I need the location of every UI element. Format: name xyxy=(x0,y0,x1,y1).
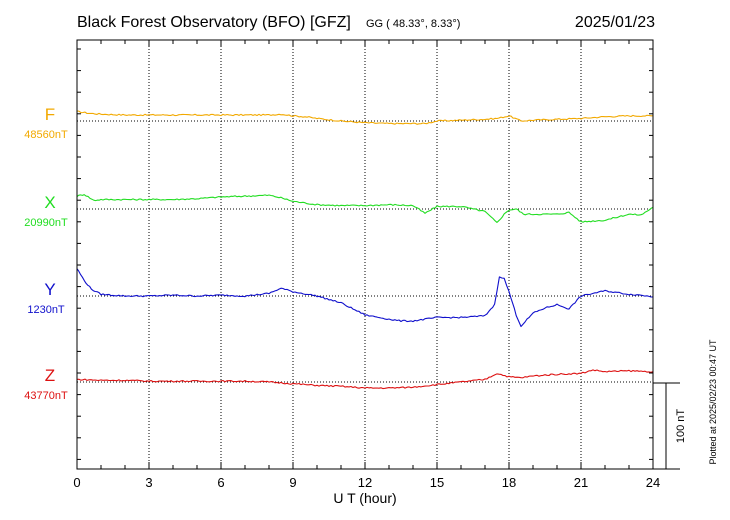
x-tick-label: 24 xyxy=(646,475,660,490)
x-tick-labels: 0 3 6 9 12 15 18 21 24 xyxy=(73,475,660,490)
series-baseline-x: 20990nT xyxy=(24,217,68,229)
x-tick-label: 6 xyxy=(217,475,224,490)
x-tick-label: 3 xyxy=(145,475,152,490)
axis-ticks xyxy=(76,40,654,469)
series-line-z xyxy=(77,369,654,390)
x-tick-label: 0 xyxy=(73,475,80,490)
vertical-gridlines xyxy=(148,40,582,469)
x-tick-label: 15 xyxy=(430,475,444,490)
series-labels: F 48560nT X 20990nT Y 1230nT Z 43770nT xyxy=(24,105,68,402)
x-tick-label: 21 xyxy=(574,475,588,490)
x-tick-label: 18 xyxy=(502,475,516,490)
series-name-x: X xyxy=(44,193,55,212)
series-line-f xyxy=(76,110,653,125)
chart-date: 2025/01/23 xyxy=(575,14,655,31)
plotted-timestamp: Plotted at 2025/02/23 00:47 UT xyxy=(708,339,718,465)
x-tick-label: 12 xyxy=(358,475,372,490)
scale-bar-label: 100 nT xyxy=(675,409,687,444)
series-name-z: Z xyxy=(45,366,55,385)
series-lines xyxy=(76,110,654,390)
station-coordinates: GG ( 48.33°, 8.33°) xyxy=(366,18,460,30)
x-tick-label: 9 xyxy=(289,475,296,490)
series-line-y xyxy=(76,268,654,328)
series-name-y: Y xyxy=(44,280,55,299)
series-name-f: F xyxy=(45,105,55,124)
scale-bar: 100 nT xyxy=(653,382,687,470)
series-line-x xyxy=(76,194,654,223)
chart-title: Black Forest Observatory (BFO) [GFZ] xyxy=(77,14,351,31)
series-baseline-z: 43770nT xyxy=(24,390,68,402)
series-baseline-f: 48560nT xyxy=(24,129,68,141)
x-axis-label: U T (hour) xyxy=(333,490,396,506)
plot-frame xyxy=(76,39,654,470)
series-baseline-y: 1230nT xyxy=(27,304,65,316)
